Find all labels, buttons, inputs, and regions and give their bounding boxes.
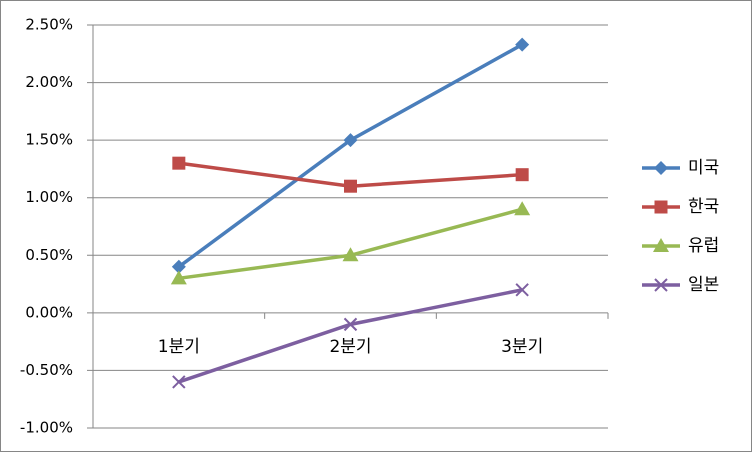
x-tick-label: 3분기	[501, 337, 543, 357]
legend-marker	[653, 238, 669, 252]
data-point	[514, 201, 531, 216]
legend-label: 미국	[688, 158, 719, 178]
data-point	[342, 247, 359, 262]
y-tick-label: 0.00%	[25, 303, 73, 321]
legend-marker	[654, 161, 668, 175]
data-point	[172, 156, 186, 170]
data-point	[515, 283, 529, 297]
y-tick-label: 0.50%	[25, 246, 73, 264]
data-point	[343, 133, 358, 148]
data-point	[515, 37, 530, 52]
x-tick-label: 1분기	[158, 337, 200, 357]
legend-label: 한국	[688, 197, 719, 217]
y-tick-label: 1.00%	[25, 188, 73, 206]
legend-label: 유럽	[688, 236, 719, 256]
y-tick-label: -1.00%	[20, 419, 73, 437]
y-tick-label: 2.00%	[25, 73, 73, 91]
data-point	[343, 317, 358, 332]
y-tick-label: 2.50%	[25, 16, 73, 34]
data-point	[170, 270, 187, 285]
legend-marker	[654, 200, 668, 214]
legend-marker	[654, 278, 668, 292]
legend-label: 일본	[688, 275, 719, 295]
x-tick-label: 2분기	[329, 337, 371, 357]
y-tick-label: -0.50%	[20, 361, 73, 379]
data-point	[515, 168, 529, 182]
data-point	[344, 179, 357, 193]
data-point	[171, 259, 186, 274]
y-tick-label: 1.50%	[25, 131, 73, 149]
data-point	[172, 375, 186, 389]
